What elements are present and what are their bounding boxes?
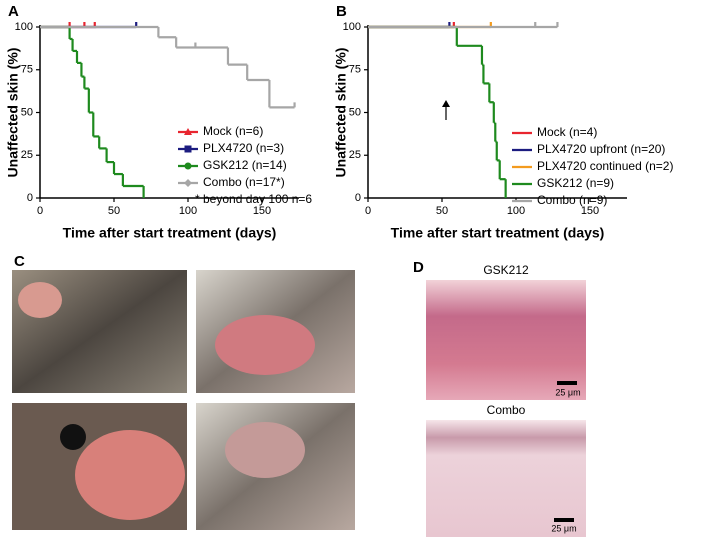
y-axis-label: Unaffected skin (%) — [5, 48, 21, 178]
image-title: Combo — [487, 403, 526, 417]
annotation: * beyond day 100 n=6 — [195, 192, 312, 206]
arrow-head — [442, 100, 450, 107]
y-tick-label: 50 — [21, 106, 33, 118]
x-tick-label: 0 — [365, 205, 371, 217]
scale-bar-label: 25 μm — [555, 387, 580, 397]
legend-label: PLX4720 (n=3) — [203, 141, 284, 155]
y-tick-label: 0 — [27, 192, 33, 204]
y-tick-label: 100 — [343, 21, 361, 33]
panel-label: D — [413, 259, 424, 276]
y-axis-label: Unaffected skin (%) — [333, 48, 349, 178]
x-tick-label: 150 — [581, 205, 599, 217]
y-tick-label: 0 — [355, 192, 361, 204]
y-tick-label: 25 — [21, 149, 33, 161]
x-axis-label: Time after start treatment (days) — [63, 225, 277, 241]
y-tick-label: 50 — [349, 106, 361, 118]
image-title: GSK212 — [483, 263, 529, 277]
legend-label: Mock (n=4) — [537, 125, 597, 139]
panel-label: A — [8, 3, 19, 20]
legend-label: PLX4720 upfront (n=20) — [537, 142, 665, 156]
scale-bar — [554, 518, 574, 522]
y-tick-label: 25 — [349, 149, 361, 161]
x-tick-label: 50 — [436, 205, 448, 217]
legend-marker — [184, 128, 192, 135]
y-tick-label: 75 — [349, 64, 361, 76]
legend-label: Mock (n=6) — [203, 124, 263, 138]
x-axis-label: Time after start treatment (days) — [391, 225, 605, 241]
legend-label: PLX4720 continued (n=2) — [537, 159, 673, 173]
x-tick-label: 50 — [108, 205, 120, 217]
x-tick-label: 100 — [179, 205, 197, 217]
legend-label: Combo (n=9) — [537, 193, 607, 207]
y-tick-label: 100 — [15, 21, 33, 33]
legend-label: Combo (n=17*) — [203, 175, 285, 189]
y-tick-label: 75 — [21, 64, 33, 76]
panel-label: B — [336, 3, 347, 20]
histology-image — [426, 420, 586, 537]
scale-bar-label: 25 μm — [551, 523, 576, 533]
scale-bar — [557, 381, 577, 385]
x-tick-label: 100 — [507, 205, 525, 217]
photo-detail — [60, 424, 86, 450]
photo-detail — [215, 315, 315, 375]
x-tick-label: 0 — [37, 205, 43, 217]
photo-detail — [225, 422, 305, 478]
legend-label: GSK212 (n=14) — [203, 158, 287, 172]
legend-marker — [184, 145, 192, 153]
panel-label: C — [14, 253, 25, 270]
legend-marker — [184, 162, 192, 170]
histology-image — [426, 280, 586, 400]
photo-detail — [18, 282, 62, 318]
legend-label: GSK212 (n=9) — [537, 176, 614, 190]
photo-detail — [75, 430, 185, 520]
legend-marker — [184, 179, 192, 187]
x-tick-label: 150 — [253, 205, 271, 217]
